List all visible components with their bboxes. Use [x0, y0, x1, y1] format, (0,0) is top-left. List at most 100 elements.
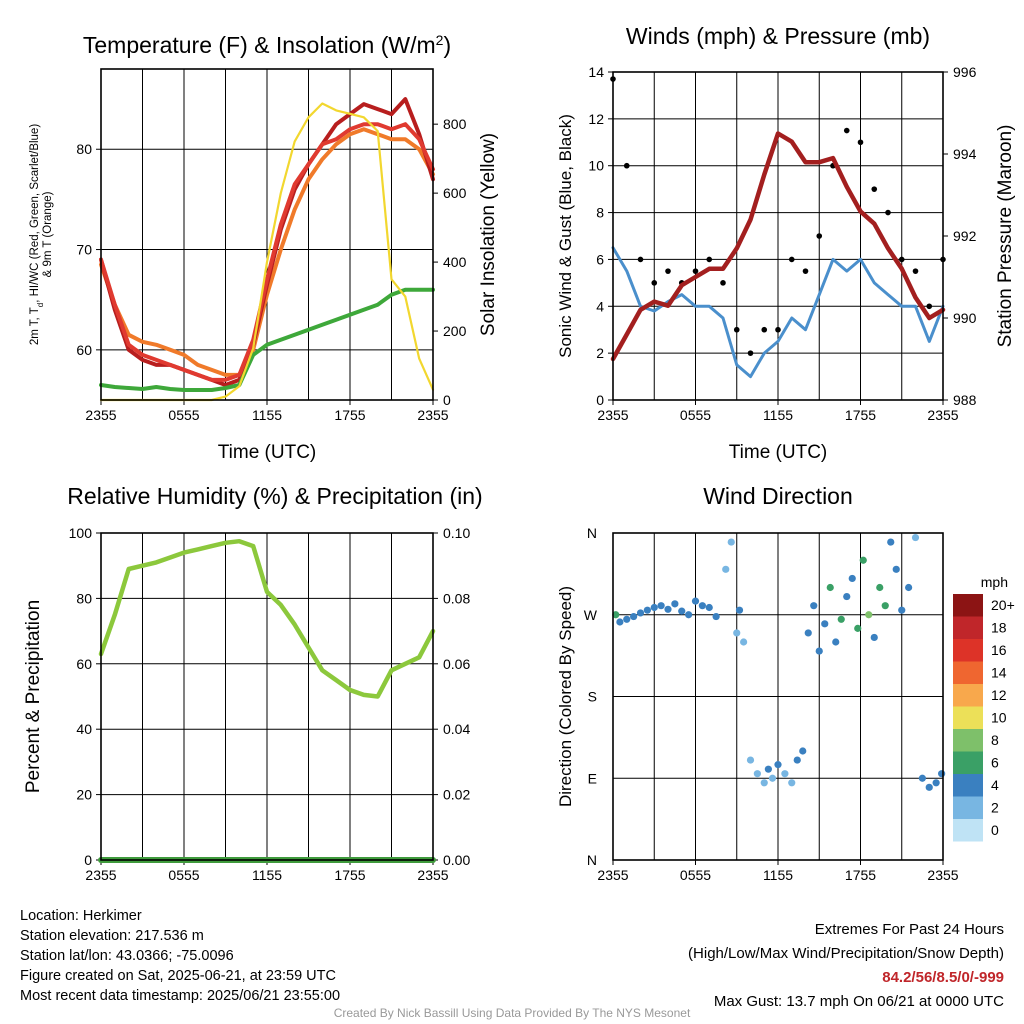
winds-chart-title: Winds (mph) & Pressure (mb)	[626, 23, 930, 49]
legend-swatch	[953, 774, 983, 797]
rh-y2-tick-label: 0.02	[443, 787, 470, 803]
temp-y-label-part: , HI/WC (Red, Green, Scarlet/Blue)	[29, 124, 41, 303]
humidity-precip-panel: Relative Humidity (%) & Precipitation (i…	[23, 483, 483, 883]
winds-gust-point	[747, 350, 754, 356]
temperature-title-main: Temperature (F) & Insolation (W/m	[83, 32, 436, 58]
winds-y-tick-label: 8	[596, 205, 604, 221]
winds-pressure-panel: Winds (mph) & Pressure (mb) 2355 0555 1155 1…	[556, 23, 1016, 463]
temp-series-line-2	[99, 122, 435, 382]
winds-gust-point	[926, 303, 933, 310]
rh-y2-tick-label: 0.08	[443, 590, 470, 606]
rh-y-axis-label: Percent & Precipitation	[23, 600, 44, 793]
dir-y-tick-label: N	[587, 852, 597, 868]
latlon-text: Station lat/lon: 43.0366; -75.0096	[20, 948, 234, 964]
station-info: Location: Herkimer Station elevation: 21…	[20, 906, 340, 1006]
legend-swatch	[953, 751, 983, 774]
dir-direction-point	[623, 615, 631, 623]
temperature-title-sup: 2	[436, 32, 444, 48]
dir-direction-point	[788, 779, 796, 787]
rh-x-tick-label: 0555	[168, 867, 199, 883]
dir-direction-point	[746, 756, 755, 764]
credit-text: Created By Nick Bassill Using Data Provi…	[333, 1006, 691, 1020]
winds-gust-point	[802, 268, 809, 274]
dir-direction-point	[630, 612, 638, 621]
temp-y2-tick-label: 400	[443, 254, 467, 270]
winds-gust-point	[623, 162, 630, 169]
dir-direction-point	[722, 565, 730, 573]
dir-direction-point	[691, 597, 700, 605]
dir-direction-point	[664, 605, 672, 613]
winds-y2-tick-label: 994	[953, 146, 977, 162]
dir-y-tick-label: N	[587, 525, 597, 541]
temperature-chart-title: Temperature (F) & Insolation (W/m2)	[83, 32, 451, 58]
dir-direction-point	[657, 602, 665, 610]
dir-direction-point	[911, 533, 920, 542]
winds-x-tick-label: 2355	[927, 407, 958, 423]
rh-frame	[100, 532, 434, 861]
rh-y-tick-label: 100	[69, 525, 93, 541]
dir-frame	[612, 532, 944, 861]
dir-direction-point	[938, 770, 946, 778]
winds-y2-axis-label: Station Pressure (Maroon)	[995, 125, 1016, 348]
dir-direction-point	[678, 607, 686, 615]
dir-y-tick-label: S	[588, 689, 597, 705]
temp-y-axis-label: 2m T, Td, HI/WC (Red, Green, Scarlet/Blu…	[29, 124, 45, 345]
winds-gust-point	[692, 268, 699, 274]
temp-y2-tick-label: 800	[443, 116, 467, 132]
temp-y-tick-label: 80	[76, 141, 92, 157]
rh-x-tick-label: 2355	[417, 867, 448, 883]
wind-speed-legend: mph 20+ 18 16 14 12 10 8 6 4 2 0	[953, 574, 1015, 842]
dir-direction-point	[781, 770, 789, 778]
rh-chart-title: Relative Humidity (%) & Precipitation (i…	[67, 483, 482, 509]
winds-gust-point	[857, 139, 864, 146]
legend-label: 14	[991, 665, 1007, 681]
legend-label: 4	[991, 777, 999, 793]
temp-x-tick-label: 2355	[85, 407, 116, 423]
dir-direction-point	[760, 779, 768, 787]
meteogram-figure: Temperature (F) & Insolation (W/m2) 2355…	[23, 23, 1016, 883]
rh-y-tick-label: 40	[76, 721, 92, 737]
winds-x-axis-label: Time (UTC)	[729, 442, 828, 463]
dir-direction-point	[768, 774, 777, 782]
temp-y2-tick-label: 600	[443, 185, 467, 201]
rh-x-tick-label: 1755	[334, 867, 365, 883]
winds-gust-point	[788, 256, 795, 263]
dir-direction-point	[848, 574, 856, 583]
winds-y2-tick-label: 988	[953, 392, 977, 408]
rh-y2-tick-label: 0.06	[443, 656, 470, 672]
legend-label: 6	[991, 755, 999, 771]
legend-title: mph	[981, 574, 1008, 590]
winds-gust-point	[898, 256, 905, 263]
legend-label: 18	[991, 620, 1007, 636]
dir-direction-point	[843, 592, 851, 601]
winds-gust-point	[651, 280, 658, 286]
winds-y-tick-label: 6	[596, 251, 604, 267]
rh-x-tick-label: 2355	[85, 867, 116, 883]
winds-y-tick-label: 12	[588, 111, 604, 127]
dir-direction-point	[826, 583, 834, 592]
dir-direction-point	[712, 612, 720, 621]
dir-direction-point	[837, 615, 845, 623]
dir-direction-point	[799, 747, 807, 755]
winds-y-tick-label: 4	[596, 298, 604, 314]
dir-direction-point	[636, 609, 645, 617]
legend-swatch	[953, 661, 983, 684]
legend-swatch	[953, 819, 983, 842]
temp-x-tick-label: 2355	[417, 407, 448, 423]
extremes-subtitle: (High/Low/Max Wind/Precipitation/Snow De…	[688, 945, 1004, 962]
dir-direction-point	[612, 611, 620, 619]
dir-direction-point	[740, 638, 748, 646]
dir-x-tick-label: 1155	[763, 867, 793, 883]
winds-gust-point	[885, 209, 891, 216]
temp-series-line-3	[99, 287, 435, 392]
temp-x-tick-label: 1755	[334, 407, 365, 423]
dir-x-tick-label: 2355	[927, 867, 958, 883]
winds-gust-point	[706, 256, 713, 263]
dir-direction-point	[671, 600, 679, 608]
dir-direction-point	[905, 583, 913, 592]
dir-y-axis-label: Direction (Colored By Speed)	[556, 586, 575, 807]
dir-direction-point	[774, 761, 782, 769]
dir-direction-point	[854, 624, 862, 632]
temp-frame	[100, 68, 434, 401]
dir-direction-point	[705, 603, 713, 612]
